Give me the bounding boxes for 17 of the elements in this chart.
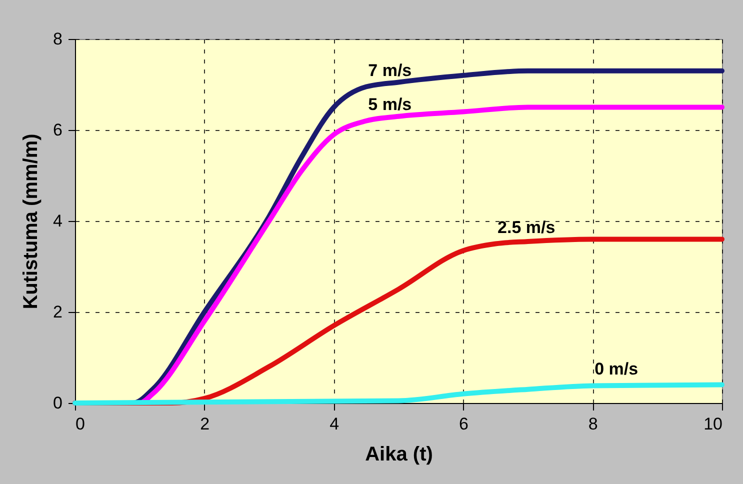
y-tick-label: 2 (53, 302, 62, 322)
x-tick-label: 2 (200, 414, 210, 434)
series-label: 0 m/s (594, 360, 638, 379)
y-axis-title: Kutistuma (mm/m) (20, 134, 42, 310)
x-tick-label: 0 (76, 414, 85, 434)
y-tick-label: 6 (53, 120, 62, 140)
y-tick-label: 4 (53, 212, 62, 230)
x-tick-label: 8 (588, 414, 598, 434)
x-axis-title: Aika (t) (365, 444, 433, 466)
series-label: 5 m/s (368, 94, 412, 114)
x-tick-label: 10 (704, 414, 722, 434)
x-tick-label: 6 (458, 414, 468, 434)
series-label: 7 m/s (368, 60, 412, 80)
y-tick-label: 8 (53, 30, 62, 48)
y-tick-label: 0 (53, 394, 62, 412)
x-tick-label: 4 (330, 414, 340, 434)
series-label: 2.5 m/s (498, 218, 556, 237)
